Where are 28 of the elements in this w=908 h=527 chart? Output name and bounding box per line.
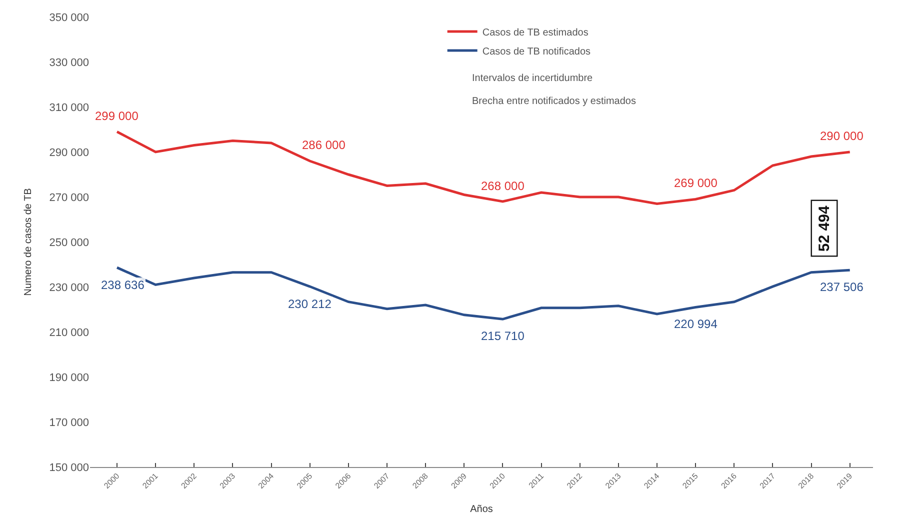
legend-label: Casos de TB estimados (482, 27, 588, 38)
data-label: 290 000 (820, 129, 864, 143)
y-tick-label: 250 000 (49, 236, 89, 249)
y-tick-label: 150 000 (49, 462, 89, 474)
y-tick-label: 210 000 (49, 326, 89, 339)
y-tick-label: 330 000 (49, 56, 89, 69)
data-label: 230 212 (288, 297, 332, 311)
y-axis-title: Numero de casos de TB (23, 188, 34, 296)
annotation: Brecha entre notificados y estimados (472, 96, 636, 107)
data-label: 238 636 (101, 278, 145, 292)
annotation: 52 494 (816, 205, 833, 252)
data-label: 299 000 (95, 109, 139, 123)
data-label: 268 000 (481, 179, 525, 193)
data-label: 269 000 (674, 176, 718, 190)
data-label: 286 000 (302, 138, 346, 152)
y-tick-label: 310 000 (49, 102, 89, 114)
y-tick-label: 290 000 (49, 146, 89, 159)
x-axis-title: Años (470, 504, 493, 515)
legend-label: Casos de TB notificados (482, 46, 591, 58)
data-label: 220 994 (674, 317, 718, 331)
y-tick-label: 230 000 (49, 282, 89, 294)
y-tick-label: 190 000 (49, 372, 89, 384)
annotation: Intervalos de incertidumbre (472, 73, 594, 84)
y-tick-label: 270 000 (49, 192, 89, 204)
y-tick-label: 350 000 (49, 12, 89, 24)
data-label: 237 506 (820, 280, 864, 294)
y-tick-label: 170 000 (49, 416, 89, 429)
data-label: 215 710 (481, 329, 525, 343)
